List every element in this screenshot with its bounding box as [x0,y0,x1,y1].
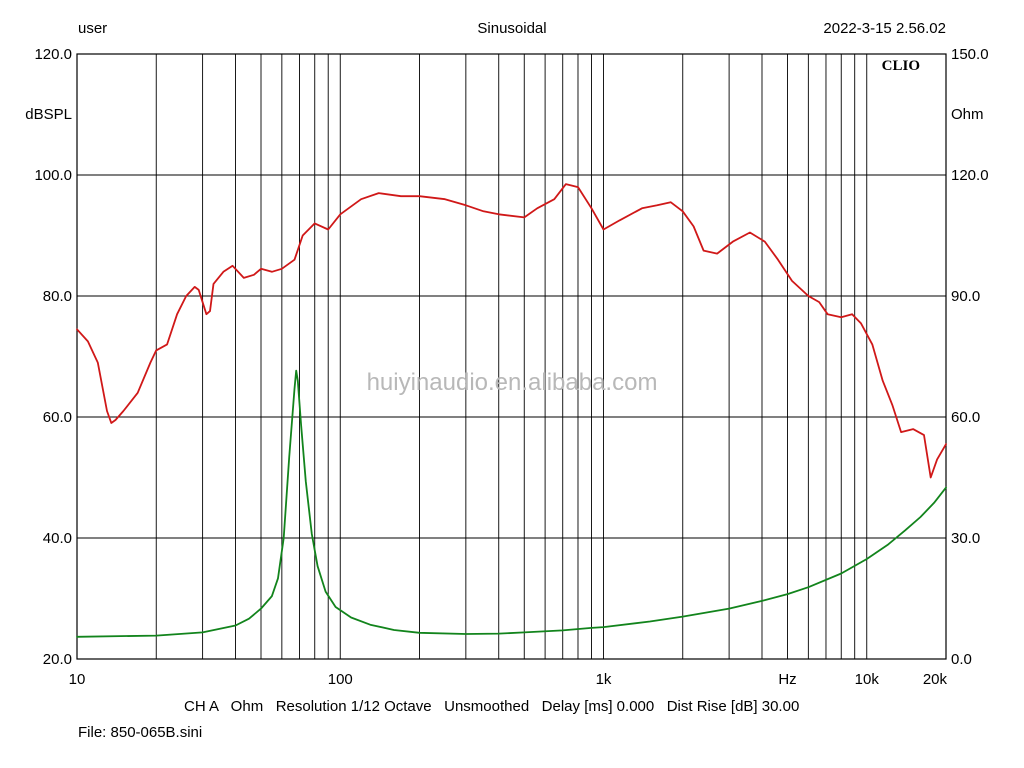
left-axis-label: dBSPL [25,106,72,123]
left-axis-tick-label: 20.0 [43,651,72,668]
left-axis-tick-label: 80.0 [43,288,72,305]
header-timestamp: 2022-3-15 2.56.02 [823,20,946,37]
impedance-curve [76,369,947,638]
curves [76,183,947,638]
right-axis-label: Ohm [951,106,984,123]
right-axis-tick-label: 90.0 [951,288,980,305]
right-axis-tick-label: 120.0 [951,167,989,184]
grid [77,54,946,659]
header-user: user [78,20,107,37]
left-axis-tick-label: 120.0 [34,46,72,63]
x-axis-tick-label: 1k [596,671,612,688]
plot-frame [76,53,947,660]
header-title: Sinusoidal [477,20,546,37]
file-name: File: 850-065B.sini [78,724,202,741]
x-axis-tick-label: 10k [855,671,880,688]
left-axis-tick-label: 40.0 [43,530,72,547]
right-axis-tick-label: 60.0 [951,409,980,426]
x-axis-tick-label: 100 [328,671,353,688]
x-axis-tick-label: 10 [69,671,86,688]
x-axis-tick-label: 20k [923,671,948,688]
right-axis-tick-label: 30.0 [951,530,980,547]
right-axis-tick-label: 150.0 [951,46,989,63]
right-axis-tick-label: 0.0 [951,651,972,668]
tick-labels: 20.0 40.0 60.0 80.0 100.0 120.0 0.0 30.0 60.0 90.… [34,46,988,688]
watermark: huiyinaudio.en.alibaba.com [367,369,658,396]
clio-logo: CLIO [882,58,920,74]
measurement-settings: CH A Ohm Resolution 1/12 Octave Unsmooth… [184,698,799,715]
left-axis-tick-label: 60.0 [43,409,72,426]
x-axis-tick-label: Hz [778,671,796,688]
spl-curve [76,183,947,479]
left-axis-tick-label: 100.0 [34,167,72,184]
